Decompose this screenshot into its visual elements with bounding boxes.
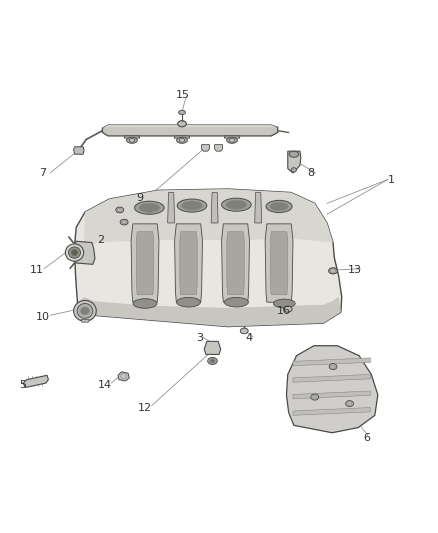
Text: 11: 11 — [30, 265, 44, 275]
Polygon shape — [102, 125, 278, 128]
Ellipse shape — [224, 297, 248, 307]
Ellipse shape — [311, 394, 319, 400]
Polygon shape — [224, 136, 240, 138]
Polygon shape — [270, 232, 288, 295]
Ellipse shape — [177, 297, 201, 307]
Ellipse shape — [139, 203, 160, 212]
Polygon shape — [78, 297, 341, 327]
Ellipse shape — [178, 120, 186, 127]
Ellipse shape — [208, 358, 217, 365]
Ellipse shape — [226, 137, 237, 143]
Text: 12: 12 — [138, 403, 152, 413]
Ellipse shape — [71, 249, 78, 256]
Ellipse shape — [230, 139, 235, 142]
Ellipse shape — [346, 400, 353, 407]
Polygon shape — [74, 147, 84, 154]
Text: 14: 14 — [98, 380, 112, 390]
Text: 3: 3 — [196, 333, 203, 343]
Text: 2: 2 — [97, 235, 104, 245]
Polygon shape — [72, 241, 95, 264]
Polygon shape — [136, 232, 154, 295]
Text: 8: 8 — [307, 168, 314, 178]
Polygon shape — [293, 358, 371, 366]
Text: 9: 9 — [136, 193, 143, 203]
Polygon shape — [265, 224, 293, 302]
Ellipse shape — [180, 139, 185, 142]
Ellipse shape — [273, 299, 295, 308]
Ellipse shape — [283, 306, 292, 312]
Ellipse shape — [240, 328, 248, 334]
Polygon shape — [215, 144, 223, 151]
Text: 5: 5 — [19, 380, 26, 390]
Polygon shape — [254, 192, 261, 223]
Ellipse shape — [270, 202, 288, 211]
Ellipse shape — [289, 151, 299, 157]
Text: 13: 13 — [348, 265, 362, 275]
Polygon shape — [180, 232, 197, 295]
Text: 7: 7 — [39, 168, 46, 178]
Ellipse shape — [182, 201, 202, 210]
Polygon shape — [84, 189, 333, 249]
Text: 15: 15 — [177, 90, 191, 100]
Ellipse shape — [177, 199, 207, 212]
Text: 16: 16 — [276, 306, 290, 316]
Ellipse shape — [266, 200, 292, 213]
Polygon shape — [293, 408, 371, 415]
Polygon shape — [201, 144, 209, 151]
Polygon shape — [124, 136, 140, 138]
Polygon shape — [222, 224, 250, 302]
Text: 10: 10 — [36, 312, 50, 321]
Ellipse shape — [65, 244, 84, 261]
Ellipse shape — [81, 307, 89, 315]
Ellipse shape — [127, 137, 138, 143]
Text: 1: 1 — [388, 175, 394, 185]
Ellipse shape — [177, 137, 187, 143]
Ellipse shape — [74, 301, 96, 321]
Ellipse shape — [222, 198, 251, 211]
Ellipse shape — [133, 298, 157, 308]
Polygon shape — [204, 341, 221, 354]
Polygon shape — [23, 375, 48, 387]
Polygon shape — [131, 224, 159, 302]
Polygon shape — [102, 125, 278, 136]
Ellipse shape — [134, 201, 164, 214]
Text: 6: 6 — [364, 433, 371, 443]
Polygon shape — [74, 189, 342, 327]
Text: 4: 4 — [246, 333, 253, 343]
Ellipse shape — [328, 268, 337, 274]
Polygon shape — [286, 346, 378, 433]
Polygon shape — [211, 192, 218, 223]
Ellipse shape — [77, 303, 93, 318]
Polygon shape — [168, 192, 175, 223]
Polygon shape — [118, 372, 129, 381]
Ellipse shape — [116, 207, 124, 213]
Polygon shape — [227, 232, 244, 295]
Polygon shape — [288, 151, 301, 173]
Polygon shape — [293, 391, 371, 399]
Polygon shape — [175, 224, 202, 302]
Polygon shape — [293, 375, 371, 382]
Ellipse shape — [329, 364, 337, 370]
Polygon shape — [81, 320, 89, 322]
Ellipse shape — [68, 247, 81, 258]
Ellipse shape — [129, 139, 134, 142]
Ellipse shape — [226, 200, 247, 209]
Ellipse shape — [210, 359, 215, 363]
Ellipse shape — [179, 110, 185, 115]
Ellipse shape — [291, 168, 297, 172]
Ellipse shape — [120, 219, 128, 225]
Polygon shape — [174, 136, 190, 138]
